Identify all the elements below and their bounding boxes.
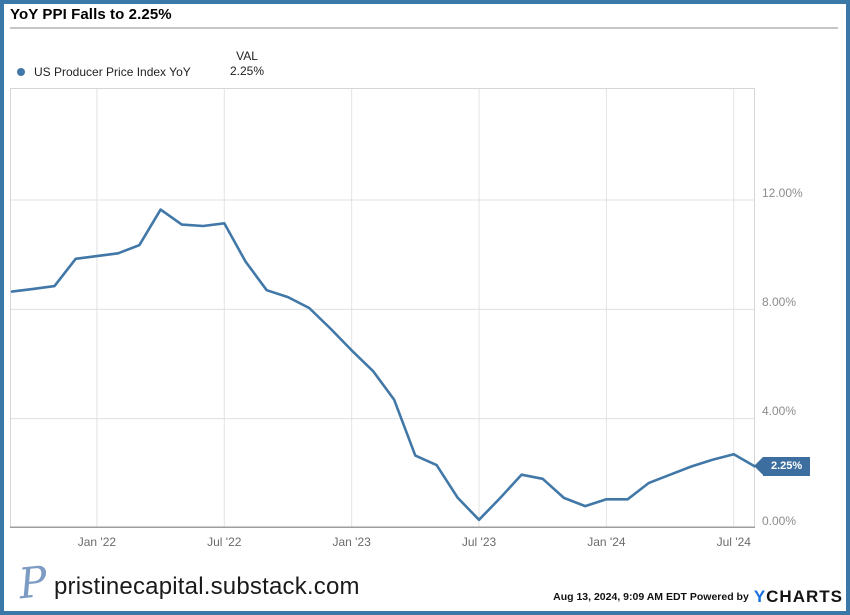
last-value-badge: 2.25% (753, 457, 811, 476)
x-axis-tick-label: Jul '24 (716, 535, 751, 549)
legend: US Producer Price Index YoY (17, 64, 191, 80)
y-axis-tick-label: 12.00% (762, 185, 803, 200)
y-axis-tick-label: 8.00% (762, 294, 797, 309)
series-color-dot-icon (17, 68, 25, 76)
ycharts-logo: YCHARTS (753, 587, 843, 606)
title-divider (10, 27, 838, 29)
y-axis-tick-label: 0.00% (762, 513, 797, 528)
ppi-series-line (10, 208, 755, 522)
x-axis-tick-label: Jan '22 (77, 535, 117, 549)
line-chart-plot-area[interactable] (10, 88, 755, 528)
x-axis-tick-label: Jan '23 (332, 535, 371, 549)
val-column-header: VAL (236, 49, 258, 63)
legend-value-column: VAL 2.25% (213, 49, 281, 79)
x-axis-tick-label: Jul '22 (207, 535, 242, 549)
footer-timestamp: Aug 13, 2024, 9:09 AM EDT Powered by (553, 591, 749, 603)
legend-series-label: US Producer Price Index YoY (34, 65, 191, 79)
x-axis-tick-label: Jan '24 (587, 535, 626, 549)
pristine-capital-logo-icon: P (16, 556, 50, 609)
footer-attribution: Aug 13, 2024, 9:09 AM EDT Powered by YCH… (553, 586, 843, 608)
val-column-value: 2.25% (229, 64, 265, 78)
footer-site-url: pristinecapital.substack.com (54, 573, 360, 600)
page-title: YoY PPI Falls to 2.25% (10, 6, 172, 23)
x-axis-tick-label: Jul '23 (461, 535, 497, 549)
y-axis-tick-label: 4.00% (762, 404, 797, 419)
